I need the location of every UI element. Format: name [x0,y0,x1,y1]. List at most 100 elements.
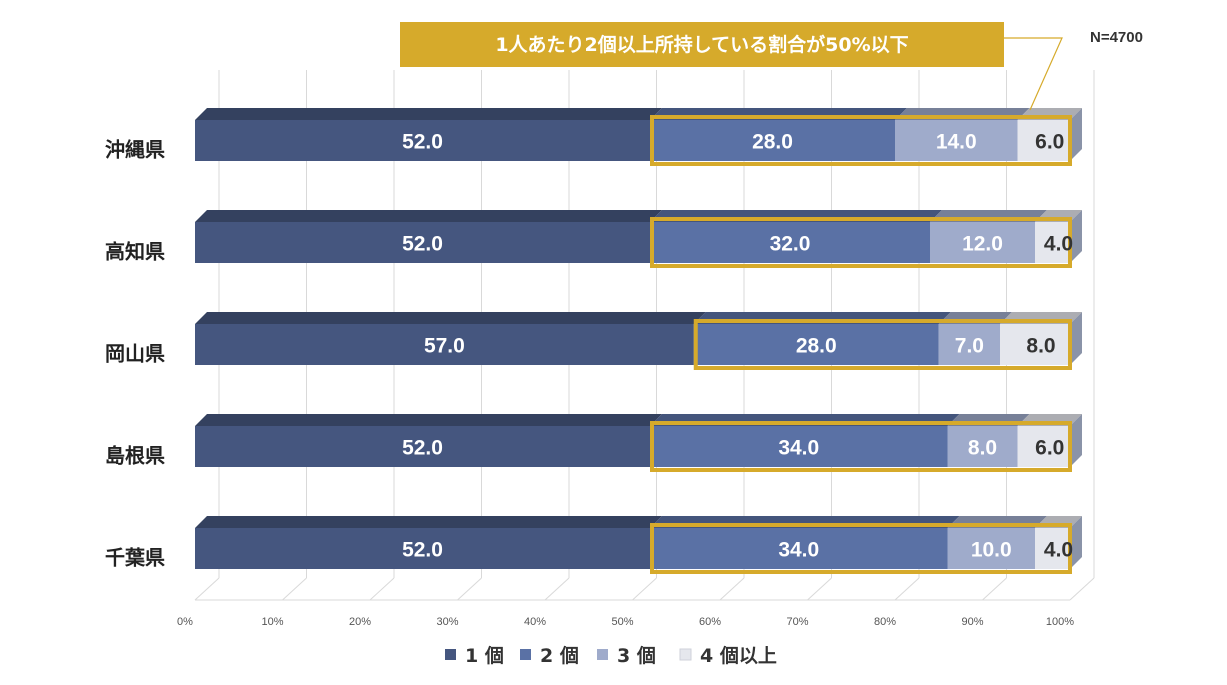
bar-value-label: 6.0 [1035,437,1064,460]
x-tick-label: 90% [961,616,983,628]
x-tick-label: 50% [611,616,633,628]
bar-side-face [1070,516,1082,569]
highlight-box [650,523,1072,574]
legend-swatch [597,649,608,660]
highlight-box [650,421,1072,472]
bar-value-label: 52.0 [402,437,443,460]
bar-segment [895,120,1018,161]
highlight-boxes [650,115,1072,574]
annotation-text: 1人あたり2個以上所持している割合が50%以下 [495,33,908,56]
bar-segment [650,120,895,161]
x-axis-ticks: 0% 10% 20% 30% 40% 50% 60% 70% 80% 90% 100% [177,616,1074,628]
gridline-floor [544,577,570,601]
bar-segment [195,528,650,569]
bar-segment [650,426,948,467]
bar-segment [1017,426,1070,467]
bar-value-label: 57.0 [424,335,465,358]
category-label: 高知県 [105,240,165,264]
bar-side-face [1070,210,1082,263]
bar-value-label: 52.0 [402,539,443,562]
category-label: 千葉県 [105,546,165,570]
x-tick-label: 100% [1046,616,1074,628]
bar-segment [1000,324,1070,365]
legend: 1 個 2 個 3 個 4 個以上 [445,645,777,667]
x-tick-label: 30% [436,616,458,628]
bar-top-face [195,312,706,324]
bar-segment [650,222,930,263]
bar-segment [947,426,1018,467]
bar-value-label: 12.0 [962,233,1003,256]
gridline-floor [894,577,920,601]
sample-size-note: N=4700 [1090,29,1143,46]
gridline-floor [194,577,220,601]
highlight-box [693,319,1072,370]
bar-value-label: 4.0 [1044,539,1073,562]
bar-value-label: 7.0 [955,335,984,358]
annotation: 1人あたり2個以上所持している割合が50%以下 N=4700 [400,22,1143,111]
bar-top-face [195,108,662,120]
bar-side-face [1070,108,1082,161]
legend-label: 2 個 [540,645,579,667]
bar-segment [938,324,1000,365]
bar-side-face [1070,414,1082,467]
bar-value-label: 6.0 [1035,131,1064,154]
legend-swatch [679,648,692,661]
bar-top-face [195,516,662,528]
bar-value-label: 4.0 [1044,233,1073,256]
bar-top-face [195,414,662,426]
legend-label: 1 個 [465,645,504,667]
bar-side-face [1070,312,1082,365]
legend-label: 3 個 [617,645,656,667]
bar-segment [195,120,650,161]
bar-value-label: 8.0 [968,437,997,460]
x-tick-label: 0% [177,616,193,628]
bar-segment [693,324,939,365]
bar-value-label: 34.0 [778,539,819,562]
bar-segment [947,528,1035,569]
gridline-floor [719,577,745,601]
bar-top-face [195,210,662,222]
bar-value-label: 52.0 [402,233,443,256]
x-tick-label: 20% [349,616,371,628]
x-tick-label: 10% [261,616,283,628]
bar-value-label: 52.0 [402,131,443,154]
gridline-floor [982,577,1007,601]
bar-value-labels: 52.0 28.0 14.0 6.0 52.0 32.0 12.0 4.0 57.0 28.0 7.… [402,131,1073,562]
legend-swatch [445,649,456,660]
bars [195,108,1082,569]
bar-segment [195,222,650,263]
bar-segment [930,222,1035,263]
bar-segment [1035,222,1070,263]
annotation-leader-line [1004,37,1063,111]
gridline-floor [282,577,307,601]
bar-segment [650,528,948,569]
bar-segment [1035,528,1070,569]
bar-segment [195,426,650,467]
category-label: 岡山県 [105,342,165,366]
bar-value-label: 32.0 [770,233,811,256]
bar-segment [195,324,694,365]
x-tick-label: 70% [786,616,808,628]
legend-swatch [520,649,531,660]
bar-segment [1017,120,1070,161]
category-label: 島根県 [105,444,165,468]
x-tick-label: 80% [874,616,896,628]
gridline-floor [369,577,395,601]
gridline-floor [807,577,832,601]
highlight-box [650,115,1072,166]
gridline-floor [632,577,657,601]
x-tick-label: 60% [699,616,721,628]
x-tick-label: 40% [524,616,546,628]
bar-value-label: 14.0 [936,131,977,154]
bar-value-label: 34.0 [778,437,819,460]
highlight-box [650,217,1072,268]
bar-value-label: 28.0 [796,335,837,358]
bar-value-label: 10.0 [971,539,1012,562]
annotation-box [400,22,1004,67]
legend-label: 4 個以上 [700,645,777,667]
gridline-floor [457,577,482,601]
bar-value-label: 8.0 [1026,335,1055,358]
category-label: 沖縄県 [105,138,165,162]
